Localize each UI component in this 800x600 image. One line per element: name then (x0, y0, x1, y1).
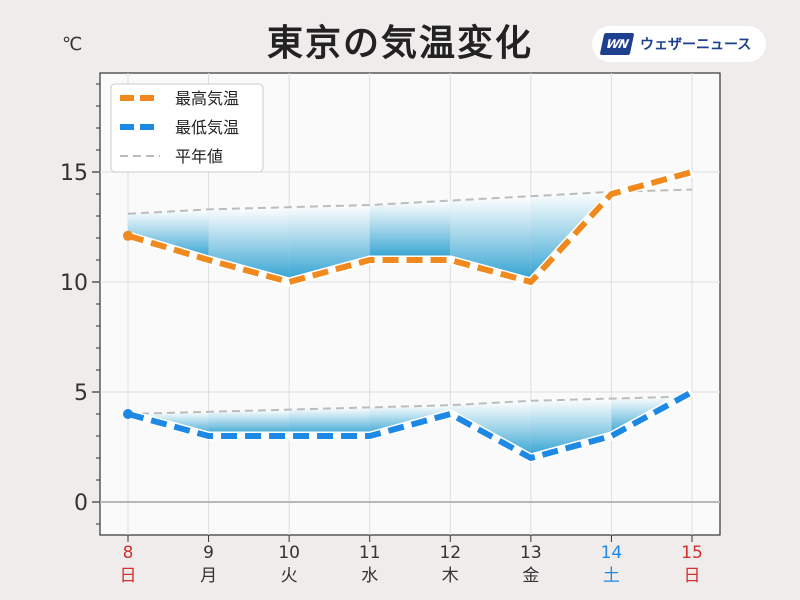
y-axis-unit-label: ℃ (62, 34, 83, 55)
normal-deviation-fill (128, 209, 209, 260)
y-tick-label: 15 (60, 161, 88, 186)
x-weekday-label: 水 (361, 566, 378, 586)
x-tick-label: 14 (601, 543, 623, 563)
normal-deviation-fill (530, 398, 612, 458)
series-start-point (123, 409, 133, 419)
x-tick-label: 11 (359, 543, 381, 563)
normal-deviation-fill (369, 200, 451, 260)
x-weekday-label: 土 (603, 566, 620, 586)
x-weekday-label: 金 (522, 566, 539, 586)
brand-name: ウェザーニュース (640, 37, 752, 53)
brand-badge: WN ウェザーニュース (592, 26, 766, 62)
normal-deviation-fill (289, 407, 370, 436)
normal-series-line (127, 395, 693, 415)
x-weekday-label: 木 (442, 566, 459, 586)
normal-series-line (127, 188, 693, 215)
x-weekday-label: 月 (200, 566, 217, 586)
y-tick-label: 5 (74, 381, 88, 406)
x-tick-label: 15 (681, 543, 703, 563)
series-line (127, 389, 694, 461)
normal-deviation-fill (450, 196, 531, 282)
x-weekday-label: 日 (684, 566, 701, 586)
legend-box (110, 83, 264, 173)
series-start-point (123, 230, 133, 241)
series-line (127, 169, 693, 285)
y-tick-label: 10 (60, 271, 88, 296)
y-tick-label: 0 (74, 491, 88, 516)
legend-label: 平年値 (175, 147, 223, 166)
chart-title: 東京の気温変化 (266, 23, 533, 64)
x-tick-label: 8 (123, 543, 134, 563)
legend-label: 最低気温 (175, 118, 239, 137)
x-tick-label: 12 (439, 543, 461, 563)
x-tick-label: 13 (520, 543, 542, 563)
x-weekday-label: 火 (281, 566, 298, 586)
x-tick-label: 10 (278, 543, 300, 563)
x-tick-label: 9 (203, 543, 214, 563)
legend-label: 最高気温 (175, 89, 239, 108)
normal-deviation-fill (208, 409, 290, 436)
x-weekday-label: 日 (120, 566, 137, 586)
